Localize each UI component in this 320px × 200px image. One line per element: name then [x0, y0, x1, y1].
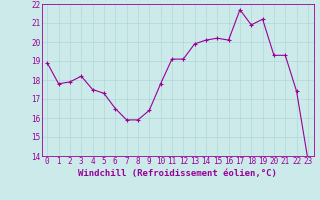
X-axis label: Windchill (Refroidissement éolien,°C): Windchill (Refroidissement éolien,°C)	[78, 169, 277, 178]
